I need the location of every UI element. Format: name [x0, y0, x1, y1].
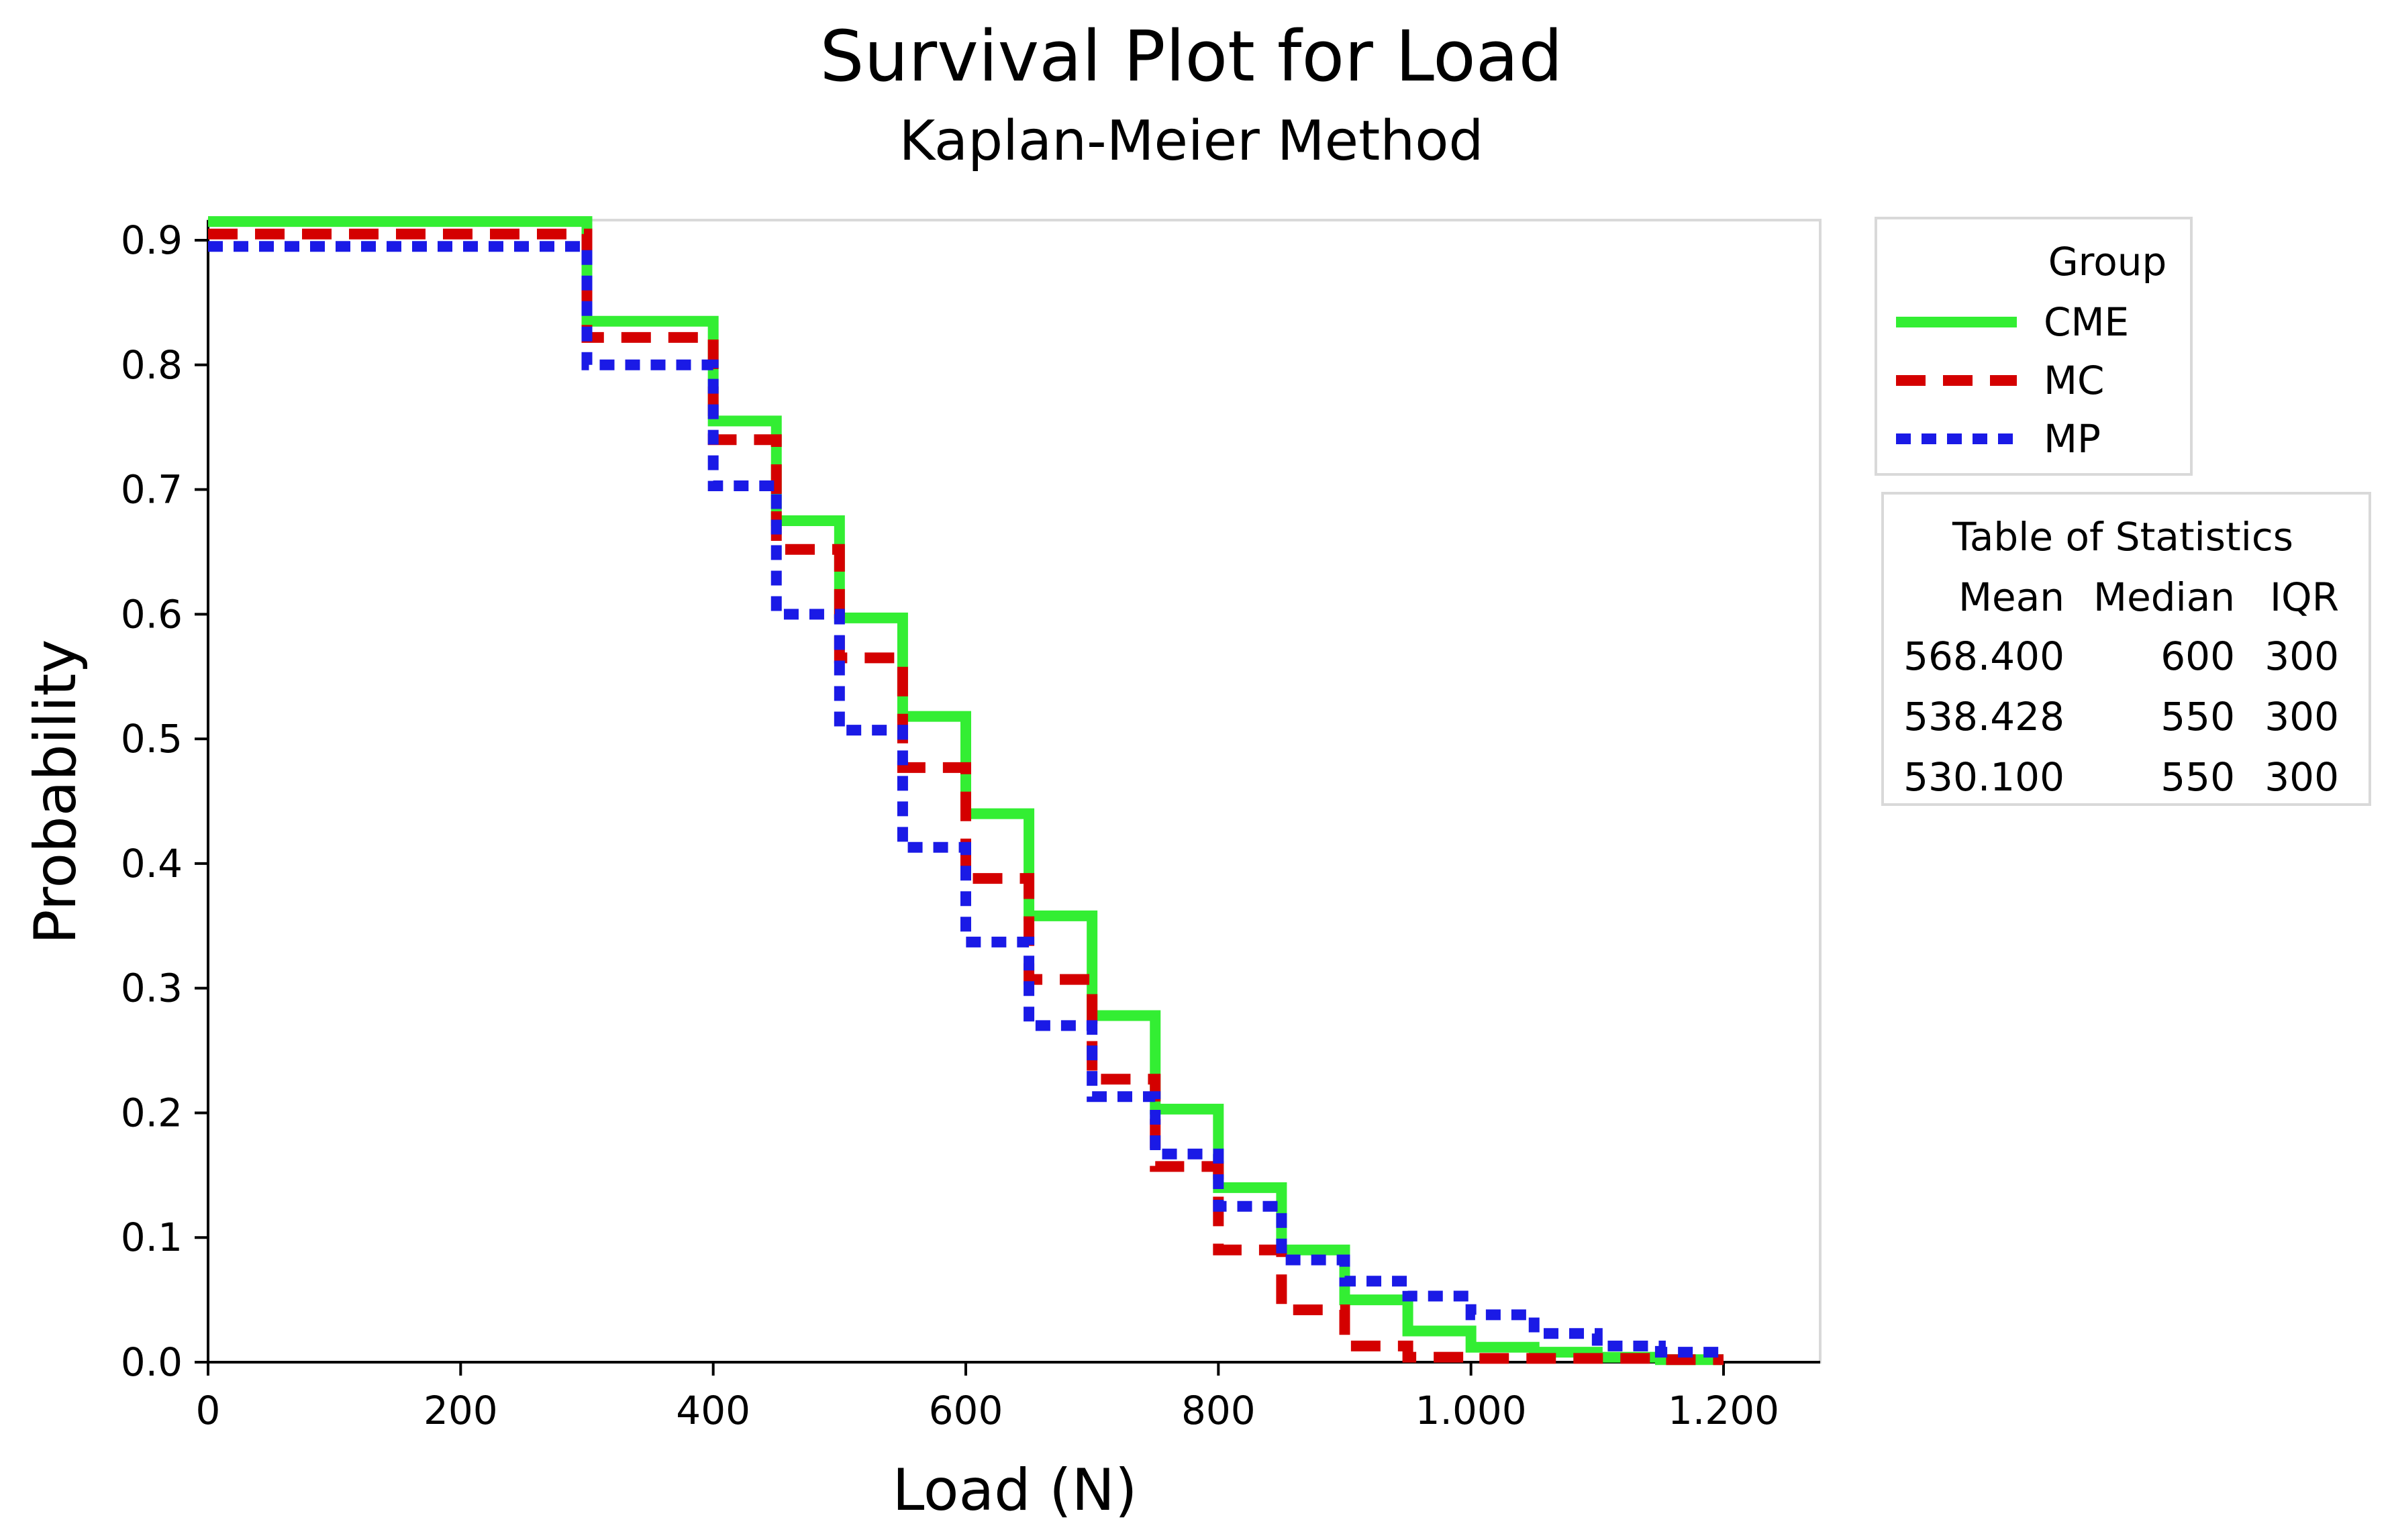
stats-cell: 300 — [2264, 633, 2339, 679]
stats-cell: 568.400 — [1903, 633, 2064, 679]
stats-cell: 550 — [2160, 694, 2235, 739]
y-tick-label: 0.4 — [121, 841, 183, 886]
series-line-mp — [208, 241, 1724, 1358]
stats-cells: Mean Median IQR 568.400 600 300 538.428 550 300 5… — [1903, 574, 2339, 800]
stats-cell: 600 — [2160, 633, 2235, 679]
y-axis-ticks: 0.0 0.1 0.2 0.3 0.4 0.5 0.6 0.7 0.8 0.9 — [121, 217, 208, 1385]
x-tick-label: 400 — [676, 1388, 750, 1433]
y-tick-label: 0.2 — [121, 1090, 183, 1135]
y-tick-label: 0.8 — [121, 342, 183, 388]
x-tick-label: 1.200 — [1668, 1388, 1779, 1433]
y-tick-label: 0.9 — [121, 217, 183, 263]
stats-cell: 300 — [2264, 754, 2339, 800]
series-line-mc — [208, 228, 1724, 1366]
y-tick-label: 0.6 — [121, 591, 183, 637]
stats-column-header: Median — [2093, 574, 2235, 620]
stats-cell: 538.428 — [1903, 694, 2064, 739]
stats-column-header: Mean — [1958, 574, 2064, 620]
plot-frame — [207, 219, 1822, 1364]
y-tick-label: 0.3 — [121, 966, 183, 1011]
stats-cell: 300 — [2264, 694, 2339, 739]
legend-entries: CME MC MP — [1896, 299, 2129, 462]
legend-label-mc: MC — [2044, 358, 2105, 403]
stats-column-header: IQR — [2270, 574, 2339, 620]
stats-table-title: Table of Statistics — [1952, 514, 2293, 560]
legend-label-cme: CME — [2044, 299, 2129, 345]
y-tick-label: 0.5 — [121, 716, 183, 762]
chart-subtitle: Kaplan-Meier Method — [899, 109, 1484, 173]
y-tick-label: 0.0 — [121, 1339, 183, 1385]
x-tick-label: 200 — [423, 1388, 498, 1433]
x-tick-label: 1.000 — [1415, 1388, 1527, 1433]
stats-cell: 550 — [2160, 754, 2235, 800]
stats-table-frame — [1881, 492, 2371, 806]
y-tick-label: 0.1 — [121, 1215, 183, 1260]
stats-cell: 530.100 — [1903, 754, 2064, 800]
y-tick-label: 0.7 — [121, 467, 183, 513]
x-tick-label: 600 — [929, 1388, 1003, 1433]
y-axis-label: Probability — [22, 639, 89, 945]
legend: Group CME MC MP — [1875, 217, 2193, 476]
series-layer — [208, 216, 1724, 1366]
series-line-cme — [208, 216, 1724, 1366]
x-axis-label: Load (N) — [892, 1457, 1137, 1524]
x-tick-label: 800 — [1181, 1388, 1256, 1433]
legend-label-mp: MP — [2044, 416, 2101, 462]
stats-table: Table of Statistics Mean Median IQR 568.400… — [1881, 492, 2371, 806]
x-axis-ticks: 0 200 400 600 800 1.000 1.200 — [196, 1362, 1779, 1433]
chart-title: Survival Plot for Load — [820, 15, 1563, 97]
legend-frame — [1875, 217, 2193, 476]
x-tick-label: 0 — [196, 1388, 221, 1433]
legend-title: Group — [2048, 239, 2167, 285]
